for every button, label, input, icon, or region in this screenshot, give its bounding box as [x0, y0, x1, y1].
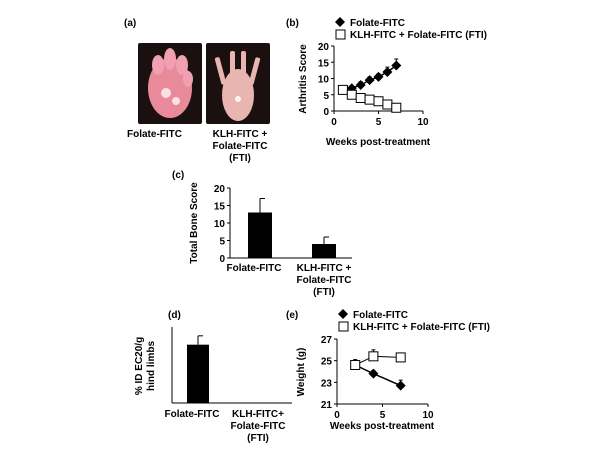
chart-b-series-1-point: [391, 102, 402, 113]
chart-b-xtick-label: 0: [331, 117, 337, 128]
chart-e-ylabel: Weight (g): [296, 348, 307, 397]
chart-c-ytick-label: 0: [219, 254, 225, 265]
chart-b-ytick-label: 15: [318, 58, 330, 69]
label-line: KLH-FITC+: [232, 409, 284, 420]
chart-e-series-0-point: [395, 380, 406, 391]
chart-e-ytick-label: 25: [321, 357, 333, 368]
paw-caption-right-line-2: Folate-FITC: [212, 141, 268, 152]
chart-e-series-1-point: [368, 351, 379, 362]
chart-d-bar-0: [187, 344, 209, 403]
chart-e-series-1-point: [395, 352, 406, 363]
paw-photo-klh-fitc: [206, 43, 270, 124]
chart-d: % ID EC20/ghind limbs Folate-FITC KLH-FI…: [134, 327, 292, 444]
chart-b-ytick-label: 0: [323, 107, 329, 118]
label-line: (FTI): [247, 433, 269, 444]
chart-c-ylabel: Total Bone Score: [189, 182, 200, 264]
chart-e-xlabel: Weeks post-treatment: [330, 421, 435, 432]
chart-b-marks: [337, 58, 402, 113]
chart-b-series-0-point: [364, 75, 375, 86]
chart-d-marks: [187, 335, 209, 403]
chart-e-ytick-label: 21: [321, 400, 333, 411]
chart-d-cat-1: Folate-FITC: [165, 409, 220, 420]
paw-caption-right-line-3: (FTI): [229, 153, 251, 164]
chart-e-ytick-label: 27: [321, 335, 333, 346]
chart-c-ytick-label: 20: [214, 184, 226, 195]
chart-b-series-1-point: [355, 93, 366, 103]
chart-c-ytick-label: 10: [214, 219, 226, 230]
chart-b-series-1-point: [382, 99, 393, 110]
paw-caption-right-line-1: KLH-FITC +: [212, 129, 268, 140]
label-line: hind limbs: [146, 341, 157, 391]
chart-b-ticks: 0 5 10 0 5 10 15 20: [318, 42, 429, 128]
chart-e-xtick-label: 5: [380, 410, 386, 421]
chart-b-ytick-label: 5: [323, 91, 329, 102]
chart-b-ytick-label: 20: [318, 42, 330, 53]
chart-e: Folate-FITC KLH-FITC + Folate-FITC (FTI)…: [296, 309, 490, 432]
chart-b-series-1-point: [364, 94, 375, 105]
chart-c-cat-1: Folate-FITC: [227, 263, 282, 274]
chart-b-xlabel: Weeks post-treatment: [326, 137, 431, 148]
chart-b-xtick-label: 10: [417, 117, 429, 128]
chart-b-series-1-point: [337, 84, 348, 95]
chart-e-ytick-label: 23: [321, 378, 333, 389]
label-line: KLH-FITC +: [297, 263, 352, 274]
chart-e-legend-label-2: KLH-FITC + Folate-FITC (FTI): [353, 322, 490, 333]
chart-c-cat-2: KLH-FITC + Folate-FITC (FTI): [297, 263, 352, 298]
paw-caption-right: KLH-FITC + Folate-FITC (FTI): [202, 129, 278, 165]
paw-caption-left: Folate-FITC: [127, 129, 182, 140]
panel-c-label: (c): [172, 170, 185, 181]
chart-b-xtick-label: 5: [376, 117, 382, 128]
chart-e-ticks: 0 5 10 21 23 25 27: [321, 335, 434, 421]
chart-c: 0 5 10 15 20 Total Bone Score Folate-FITC KL…: [189, 182, 352, 298]
chart-b-series-1-point: [346, 89, 357, 100]
paw-photo-folate-fitc: [138, 43, 202, 124]
chart-c-bar-1: [312, 244, 336, 258]
chart-b-series-1-point: [373, 96, 384, 107]
chart-b-legend-marker-open: [335, 29, 346, 40]
chart-b-series-0-point: [373, 71, 384, 82]
chart-e-legend-label-1: Folate-FITC: [353, 310, 408, 321]
chart-e-legend-marker-filled: [338, 309, 348, 319]
chart-b: Folate-FITC KLH-FITC + Folate-FITC (FTI)…: [298, 17, 487, 148]
chart-c-ytick-label: 15: [214, 202, 226, 213]
chart-e-xtick-label: 10: [422, 410, 434, 421]
chart-b-legend-label-1: Folate-FITC: [350, 18, 405, 29]
chart-c-marks: [248, 198, 336, 258]
chart-d-cat-2: KLH-FITC+ Folate-FITC (FTI): [231, 409, 286, 444]
chart-b-legend-label-2: KLH-FITC + Folate-FITC (FTI): [350, 30, 487, 41]
chart-c-ytick-label: 5: [219, 237, 225, 248]
chart-e-xtick-label: 0: [334, 410, 340, 421]
chart-d-ylabel: % ID EC20/ghind limbs: [134, 337, 157, 395]
chart-b-ylabel: Arthritis Score: [298, 44, 309, 114]
chart-c-bar-0: [248, 212, 272, 258]
chart-e-marks: [350, 349, 406, 391]
panel-d-label: (d): [168, 310, 181, 321]
panel-a-label: (a): [124, 18, 137, 29]
chart-e-legend-marker-open: [338, 321, 349, 332]
chart-b-ytick-label: 10: [318, 75, 330, 86]
chart-b-series-0-point: [355, 80, 366, 90]
chart-e-series-0-point: [368, 368, 379, 379]
chart-b-legend-marker-filled: [335, 17, 345, 27]
panel-b-label: (b): [286, 18, 299, 29]
chart-c-ticks: 0 5 10 15 20: [214, 184, 230, 265]
label-line: Folate-FITC: [297, 275, 352, 286]
chart-e-series-0-line: [354, 364, 402, 387]
chart-e-series-1-point: [350, 360, 361, 370]
chart-b-series-0-point: [391, 60, 402, 71]
label-line: (FTI): [313, 287, 335, 298]
chart-b-series-0-point: [382, 67, 393, 77]
panel-e-label: (e): [286, 310, 299, 321]
label-line: % ID EC20/g: [134, 337, 145, 395]
label-line: Folate-FITC: [231, 421, 286, 432]
